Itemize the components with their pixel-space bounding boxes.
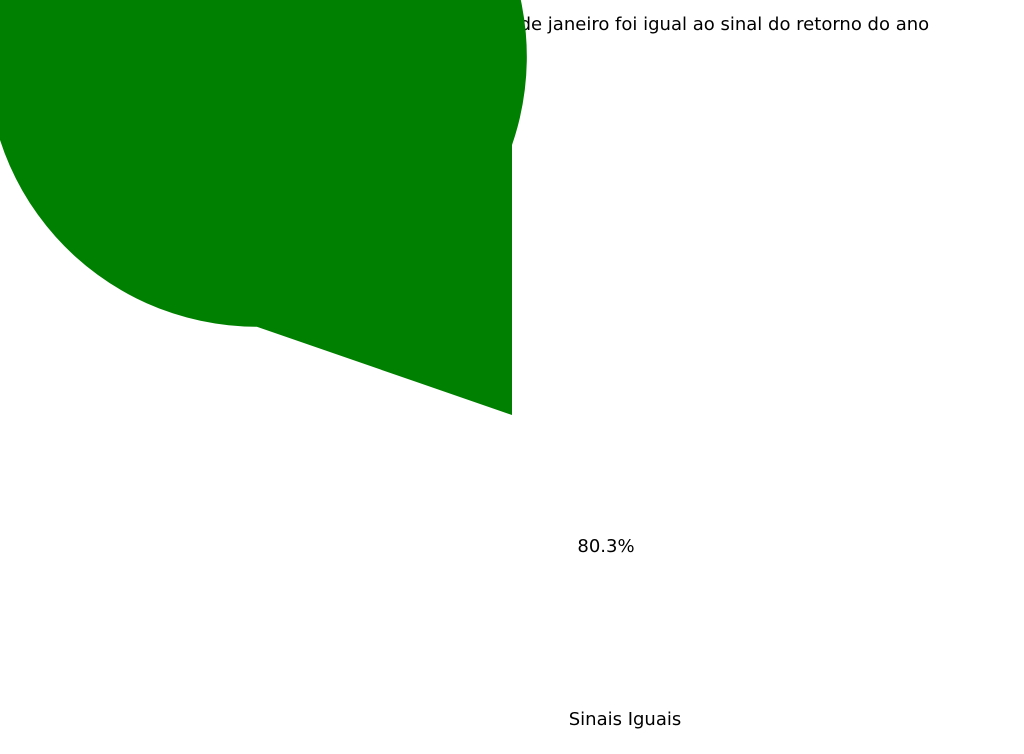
pie-outer-label-1: Sinais Iguais [569,709,682,730]
pie-slice-1 [0,0,527,415]
pie-chart: 19.7%Sinais Diferentes80.3%Sinais Iguais [0,0,1024,754]
pie-pct-label-1: 80.3% [577,536,634,557]
